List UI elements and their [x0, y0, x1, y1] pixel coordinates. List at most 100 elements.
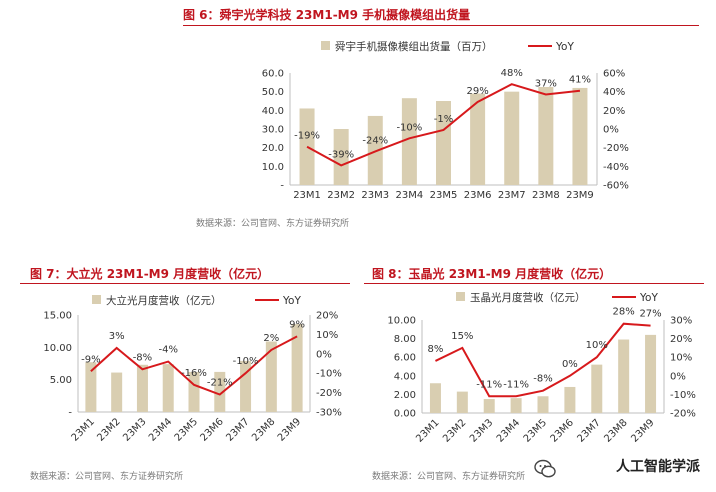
chart-3-category-label: 23M4 — [495, 417, 522, 444]
chart-2-category-label: 23M1 — [70, 416, 97, 443]
chart-3-left-tick: 10.00 — [387, 316, 416, 327]
chart-1-bar-23M9 — [572, 87, 588, 185]
chart-1-title: 图 6：舜宇光学科技 23M1-M9 手机摄像模组出货量 — [183, 8, 471, 22]
chart-3-title: 图 8：玉晶光 23M1-M9 月度营收（亿元） — [372, 267, 612, 281]
chart-3-yoy-label-23M6: 0% — [562, 359, 578, 370]
chart-1-left-tick: - — [280, 181, 284, 192]
chart-2-right-tick: 10% — [316, 330, 338, 341]
chart-1-yoy-label-23M1: -19% — [294, 131, 320, 142]
chart-3-bar-23M7 — [591, 364, 603, 413]
chart-2-source: 数据来源：公司官网、东方证券研究所 — [30, 472, 184, 482]
chart-2-left-tick: - — [68, 408, 72, 419]
chart-1-yoy-label-23M5: -1% — [434, 114, 453, 125]
chart-3-yoy-label-23M1: 8% — [428, 344, 444, 355]
chart-1-category-label: 23M9 — [566, 190, 594, 201]
chart-1-bar-23M6 — [470, 93, 486, 185]
chart-2-category-label: 23M5 — [173, 416, 200, 443]
chart-1-bar-23M7 — [504, 91, 520, 185]
chart-2-category-label: 23M6 — [199, 416, 226, 443]
chart-2-yoy-label-23M1: -9% — [81, 354, 100, 365]
chart-3-bar-23M9 — [645, 334, 657, 413]
chart-1-legend: 舜宇手机摄像模组出货量（百万） YoY — [321, 40, 574, 53]
chart-1-right-tick: -20% — [603, 143, 629, 154]
chart-3-legend-bar-swatch — [456, 292, 465, 301]
chart-1-category-label: 23M1 — [293, 190, 321, 201]
chart-2-category-label: 23M4 — [147, 416, 174, 443]
chart-2-legend-bar-swatch — [92, 295, 101, 304]
chart-3-title-rule — [364, 283, 704, 284]
chart-2-left-tick: 5.00 — [50, 375, 72, 386]
chart-3-category-label: 23M3 — [468, 417, 495, 444]
chart-1-right-tick: 60% — [603, 69, 625, 80]
chart-2-right-tick: 20% — [316, 311, 338, 322]
chart-2-title: 图 7：大立光 23M1-M9 月度营收（亿元） — [30, 267, 270, 281]
chart-3-bar-23M3 — [483, 399, 495, 413]
chart-1-category-label: 23M6 — [464, 190, 492, 201]
chart-2-yoy-label-23M8: 2% — [263, 333, 279, 344]
chart-3-yoy-label-23M7: 10% — [586, 340, 608, 351]
chart-2-category-label: 23M2 — [95, 416, 122, 443]
chart-2-bar-23M2 — [111, 372, 123, 412]
chart-3-source: 数据来源：公司官网、东方证券研究所 — [372, 472, 526, 482]
chart-2-title-rule — [20, 283, 350, 284]
chart-3-legend-bar-label: 玉晶光月度营收（亿元） — [470, 291, 586, 304]
chart-3-category-label: 23M7 — [576, 417, 603, 444]
chart-2-yoy-label-23M7: -10% — [233, 356, 259, 367]
chart-1-right-tick: -60% — [603, 181, 629, 192]
chart-1-left-tick: 40.0 — [262, 106, 284, 117]
chart-1-yoy-label-23M3: -24% — [362, 135, 388, 146]
chart-2-right-tick: 0% — [316, 349, 332, 360]
chart-3-category-label: 23M2 — [441, 417, 468, 444]
chart-3-right-tick: -10% — [670, 390, 696, 401]
chart-3-yoy-label-23M4: -11% — [503, 379, 529, 390]
chart-1-category-label: 23M3 — [361, 190, 389, 201]
chart-2-bar-23M3 — [136, 364, 148, 412]
chart-1-bar-23M2 — [333, 129, 349, 185]
chart-3-left-tick: 0.00 — [394, 409, 416, 420]
chart-2-legend-bar-label: 大立光月度营收（亿元） — [106, 294, 222, 307]
chart-2-legend-line-label: YoY — [282, 295, 301, 307]
chart-2-left-tick: 15.00 — [43, 311, 72, 322]
chart-2-category-label: 23M9 — [276, 416, 303, 443]
chart-1-legend-bar-label: 舜宇手机摄像模组出货量（百万） — [335, 40, 493, 53]
chart-1-left-tick: 20.0 — [262, 143, 284, 154]
chart-1-yoy-label-23M4: -10% — [396, 122, 422, 133]
chart-1-category-label: 23M7 — [498, 190, 526, 201]
chart-1-title-rule — [183, 25, 699, 26]
chart-2-yoy-label-23M9: 9% — [289, 319, 305, 330]
chart-1-yoy-label-23M7: 48% — [501, 68, 523, 79]
chart-3-svg: 玉晶光月度营收（亿元） YoY 10.00 8.00 6.00 4.00 2.00 0.00 3… — [387, 291, 696, 445]
chart-3-right-tick: 0% — [670, 371, 686, 382]
chart-1-source: 数据来源：公司官网、东方证券研究所 — [196, 219, 350, 229]
chart-3-category-label: 23M1 — [414, 417, 441, 444]
chart-3-yoy-label-23M9: 27% — [639, 309, 661, 320]
chart-2-yoy-line — [90, 335, 298, 396]
chart-1-right-tick: -40% — [603, 162, 629, 173]
chart-1-left-tick: 50.0 — [262, 87, 284, 98]
chart-2-bar-23M7 — [240, 360, 252, 412]
wechat-icon — [534, 459, 556, 478]
chart-3-bar-23M8 — [618, 339, 630, 413]
chart-3-legend: 玉晶光月度营收（亿元） YoY — [456, 291, 658, 304]
chart-2-bar-23M8 — [265, 341, 277, 412]
chart-3-bar-23M6 — [564, 386, 576, 413]
chart-1-right-tick: 0% — [603, 125, 619, 136]
chart-3-right-tick: 30% — [670, 316, 692, 327]
chart-2-bar-23M9 — [291, 324, 303, 412]
chart-2-legend: 大立光月度营收（亿元） YoY — [92, 294, 301, 307]
chart-2-category-label: 23M7 — [224, 416, 251, 443]
chart-3-left-tick: 4.00 — [394, 371, 416, 382]
chart-2-bar-23M6 — [214, 371, 226, 412]
chart-2-category-label: 23M8 — [250, 416, 277, 443]
chart-3-left-tick: 2.00 — [394, 390, 416, 401]
chart-2-bar-23M1 — [85, 362, 97, 412]
chart-3-yoy-line — [435, 322, 651, 398]
chart-2-bar-23M5 — [188, 371, 200, 412]
chart-2-left-tick: 10.00 — [43, 343, 72, 354]
chart-3-bar-23M1 — [429, 383, 441, 413]
chart-1-category-label: 23M5 — [430, 190, 458, 201]
chart-2-yoy-label-23M6: -21% — [207, 378, 233, 389]
chart-1-bar-23M5 — [436, 101, 451, 185]
chart-3-left-tick: 8.00 — [394, 334, 416, 345]
chart-1-left-tick: 30.0 — [262, 125, 284, 136]
